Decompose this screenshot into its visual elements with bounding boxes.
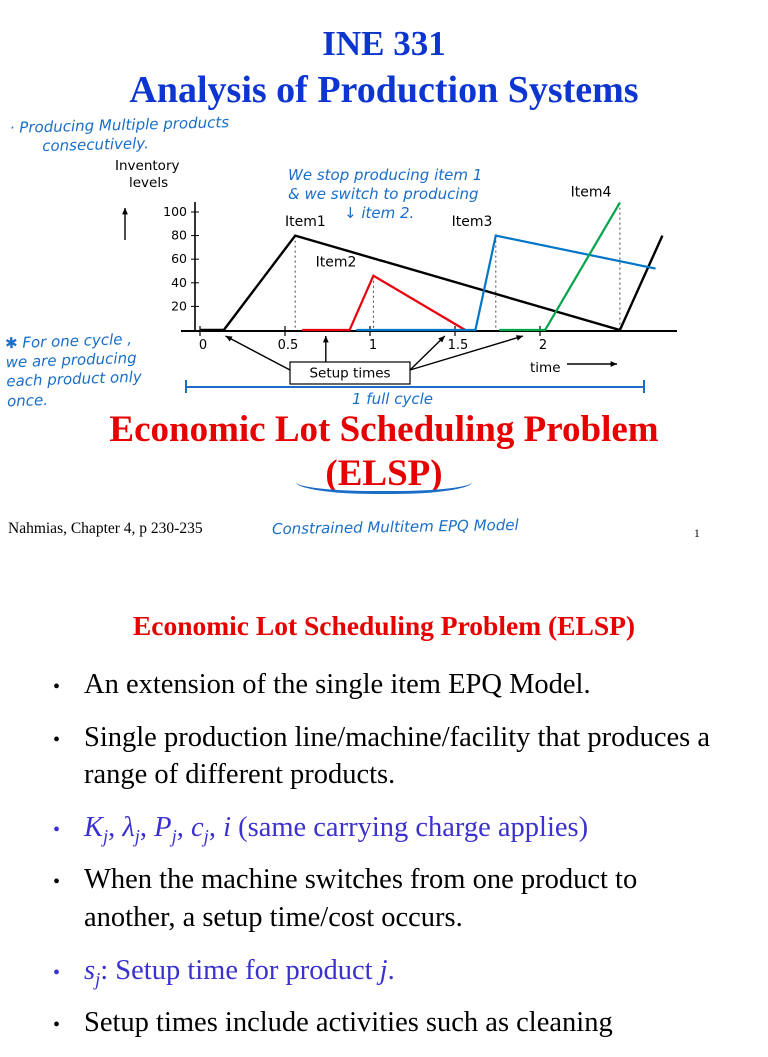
- reference-text: Nahmias, Chapter 4, p 230-235: [8, 520, 203, 537]
- list-item: • sj: Setup time for product j.: [50, 952, 726, 990]
- svg-text:Inventory: Inventory: [115, 158, 179, 174]
- svg-text:0: 0: [199, 338, 207, 353]
- handwritten-note-constrained-epq: Constrained Multitem EPQ Model: [271, 515, 519, 539]
- svg-text:Item2: Item2: [316, 254, 357, 270]
- svg-text:levels: levels: [129, 175, 168, 191]
- bullet-text: Single production line/machine/facility …: [84, 721, 711, 791]
- bullet-marker: •: [53, 871, 61, 894]
- elsp-hand-underline: [296, 464, 472, 494]
- svg-text:time: time: [530, 360, 561, 376]
- svg-text:Item4: Item4: [571, 185, 612, 201]
- bullet-marker: •: [53, 961, 61, 984]
- list-item: • When the machine switches from one prod…: [50, 861, 726, 936]
- bullet-marker: •: [53, 818, 61, 841]
- handwritten-note-one-cycle: ✱ For one cycle , we are producing each …: [5, 330, 143, 411]
- list-item: • An extension of the single item EPQ Mod…: [50, 666, 726, 704]
- full-cycle-bracket-line: [185, 386, 645, 388]
- bullet-text: sj: Setup time for product j.: [84, 954, 395, 991]
- handwritten-line: & we switch to producing: [288, 185, 479, 204]
- course-title: Analysis of Production Systems: [129, 69, 639, 111]
- handwritten-line: ↓ item 2.: [344, 204, 415, 223]
- svg-text:80: 80: [171, 228, 187, 243]
- bullet-marker: •: [53, 1014, 61, 1037]
- svg-text:2: 2: [539, 338, 547, 353]
- svg-text:1.5: 1.5: [448, 338, 469, 353]
- course-code: INE 331: [322, 24, 446, 63]
- list-item: • Setup times include activities such as …: [50, 1004, 726, 1042]
- handwritten-full-cycle-label: 1 full cycle: [352, 390, 433, 408]
- bullet-marker: •: [53, 728, 61, 751]
- bullet-list: • An extension of the single item EPQ Mod…: [50, 666, 726, 1057]
- list-item: • Kj, λj, Pj, cj, i (same carrying charge…: [50, 809, 726, 847]
- svg-text:0.5: 0.5: [278, 338, 299, 353]
- svg-text:40: 40: [171, 275, 187, 290]
- full-cycle-bracket-tick-right: [643, 380, 645, 393]
- svg-text:Item3: Item3: [452, 214, 493, 230]
- elsp-title-line1: Economic Lot Scheduling Problem: [109, 409, 659, 450]
- svg-text:Setup times: Setup times: [309, 366, 390, 382]
- bullet-text: An extension of the single item EPQ Mode…: [84, 669, 591, 700]
- svg-text:60: 60: [171, 251, 187, 266]
- svg-text:1: 1: [369, 338, 377, 353]
- handwritten-line: We stop producing item 1: [288, 166, 483, 184]
- full-cycle-bracket-tick-left: [185, 380, 187, 393]
- svg-text:100: 100: [163, 204, 187, 219]
- inventory-levels-chart: Inventory levels 100 80 60 40 20 0 0.5 1 1.5 2 Item1…: [85, 150, 700, 400]
- bullet-marker: •: [53, 676, 61, 698]
- bullet-text: When the machine switches from one produ…: [84, 864, 638, 934]
- svg-text:Item1: Item1: [285, 214, 326, 230]
- page-number: 1: [694, 528, 700, 540]
- slide2-title: Economic Lot Scheduling Problem (ELSP): [132, 610, 636, 641]
- bullet-text: Kj, λj, Pj, cj, i (same carrying charge …: [84, 811, 589, 848]
- handwritten-note-stop-producing: We stop producing item 1 & we switch to …: [288, 166, 482, 224]
- list-item: • Single production line/machine/facility…: [50, 719, 726, 794]
- bullet-text: Setup times include activities such as c…: [84, 1007, 613, 1039]
- svg-text:20: 20: [171, 298, 187, 313]
